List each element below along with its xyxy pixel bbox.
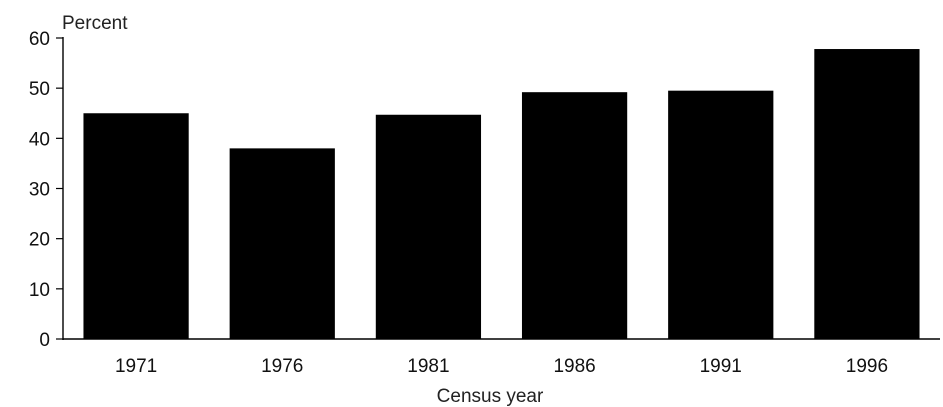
x-tick-label: 1971 — [115, 356, 157, 377]
axes — [62, 37, 940, 340]
bars — [83, 49, 920, 340]
y-tick-label: 0 — [39, 330, 50, 351]
y-tick-label: 20 — [29, 230, 50, 251]
x-axis-title: Census year — [437, 386, 544, 407]
x-tick-label: 1986 — [553, 356, 595, 377]
bar-1971 — [83, 113, 189, 339]
y-tick-label: 30 — [29, 180, 50, 201]
bar-1996 — [814, 49, 920, 339]
bar-1981 — [375, 114, 482, 339]
y-tick-label: 60 — [29, 29, 50, 50]
y-tick-label: 50 — [29, 79, 50, 100]
x-tick-label: 1981 — [407, 356, 449, 377]
y-tick-label: 40 — [29, 129, 50, 150]
bar-1986 — [521, 92, 628, 340]
y-tick-label: 10 — [29, 280, 50, 301]
bar-1991 — [668, 90, 774, 339]
x-tick-label: 1996 — [846, 356, 888, 377]
x-tick-label: 1976 — [261, 356, 303, 377]
bar-1976 — [229, 148, 335, 339]
x-axis: 1971 1976 1981 1986 1991 1996 — [115, 356, 888, 377]
y-axis: 0 10 20 30 40 50 60 — [29, 29, 63, 351]
x-tick-label: 1991 — [700, 356, 742, 377]
y-axis-title: Percent — [62, 13, 128, 34]
